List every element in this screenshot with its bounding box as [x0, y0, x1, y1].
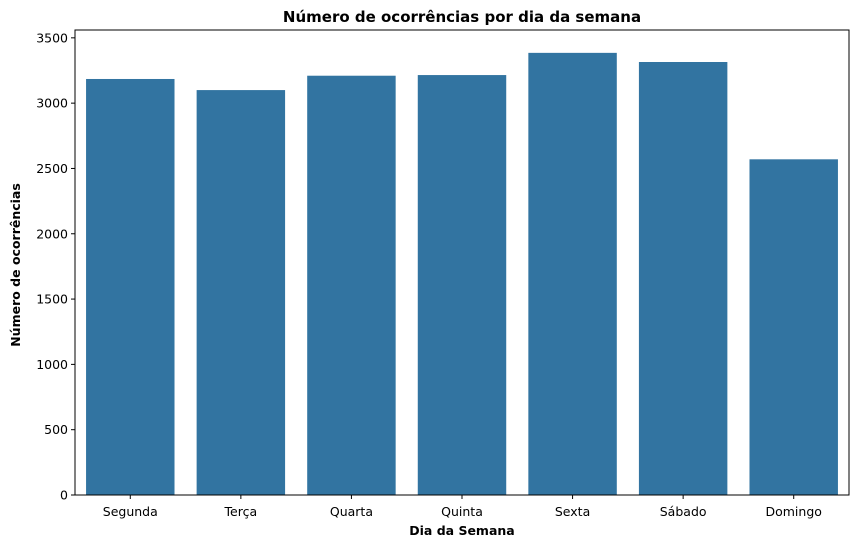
bar-domingo — [749, 159, 838, 495]
y-tick-label: 3000 — [36, 96, 68, 111]
chart-title: Número de ocorrências por dia da semana — [283, 8, 641, 26]
y-tick-label: 0 — [60, 488, 68, 503]
y-tick-label: 500 — [44, 422, 68, 437]
x-tick-label: Domingo — [765, 504, 821, 519]
bar-sexta — [528, 52, 617, 495]
x-tick-label: Sábado — [660, 504, 707, 519]
bars-group — [86, 52, 838, 496]
y-axis-label: Número de ocorrências — [8, 183, 23, 347]
bar-terça — [196, 90, 286, 496]
y-tick-label: 1500 — [36, 292, 68, 307]
x-tick-label: Segunda — [103, 504, 158, 519]
y-tick-label: 2000 — [36, 226, 68, 241]
x-axis-ticks: Segunda Terça Quarta Quinta Sexta Sábado Domin… — [103, 495, 822, 519]
bar-segunda — [86, 78, 175, 495]
bar-quinta — [417, 75, 507, 495]
x-axis-label: Dia da Semana — [409, 523, 514, 538]
y-tick-label: 1000 — [36, 357, 68, 372]
y-tick-label: 2500 — [36, 161, 68, 176]
x-tick-label: Quinta — [441, 504, 483, 519]
x-tick-label: Terça — [224, 504, 258, 519]
bar-sábado — [638, 62, 728, 495]
x-tick-label: Sexta — [555, 504, 590, 519]
y-axis-ticks: 0 500 1000 1500 2000 2500 3000 3500 — [36, 30, 75, 503]
y-tick-label: 3500 — [36, 30, 68, 45]
plot-frame — [74, 29, 850, 496]
x-tick-label: Quarta — [330, 504, 373, 519]
bar-quarta — [307, 75, 396, 495]
